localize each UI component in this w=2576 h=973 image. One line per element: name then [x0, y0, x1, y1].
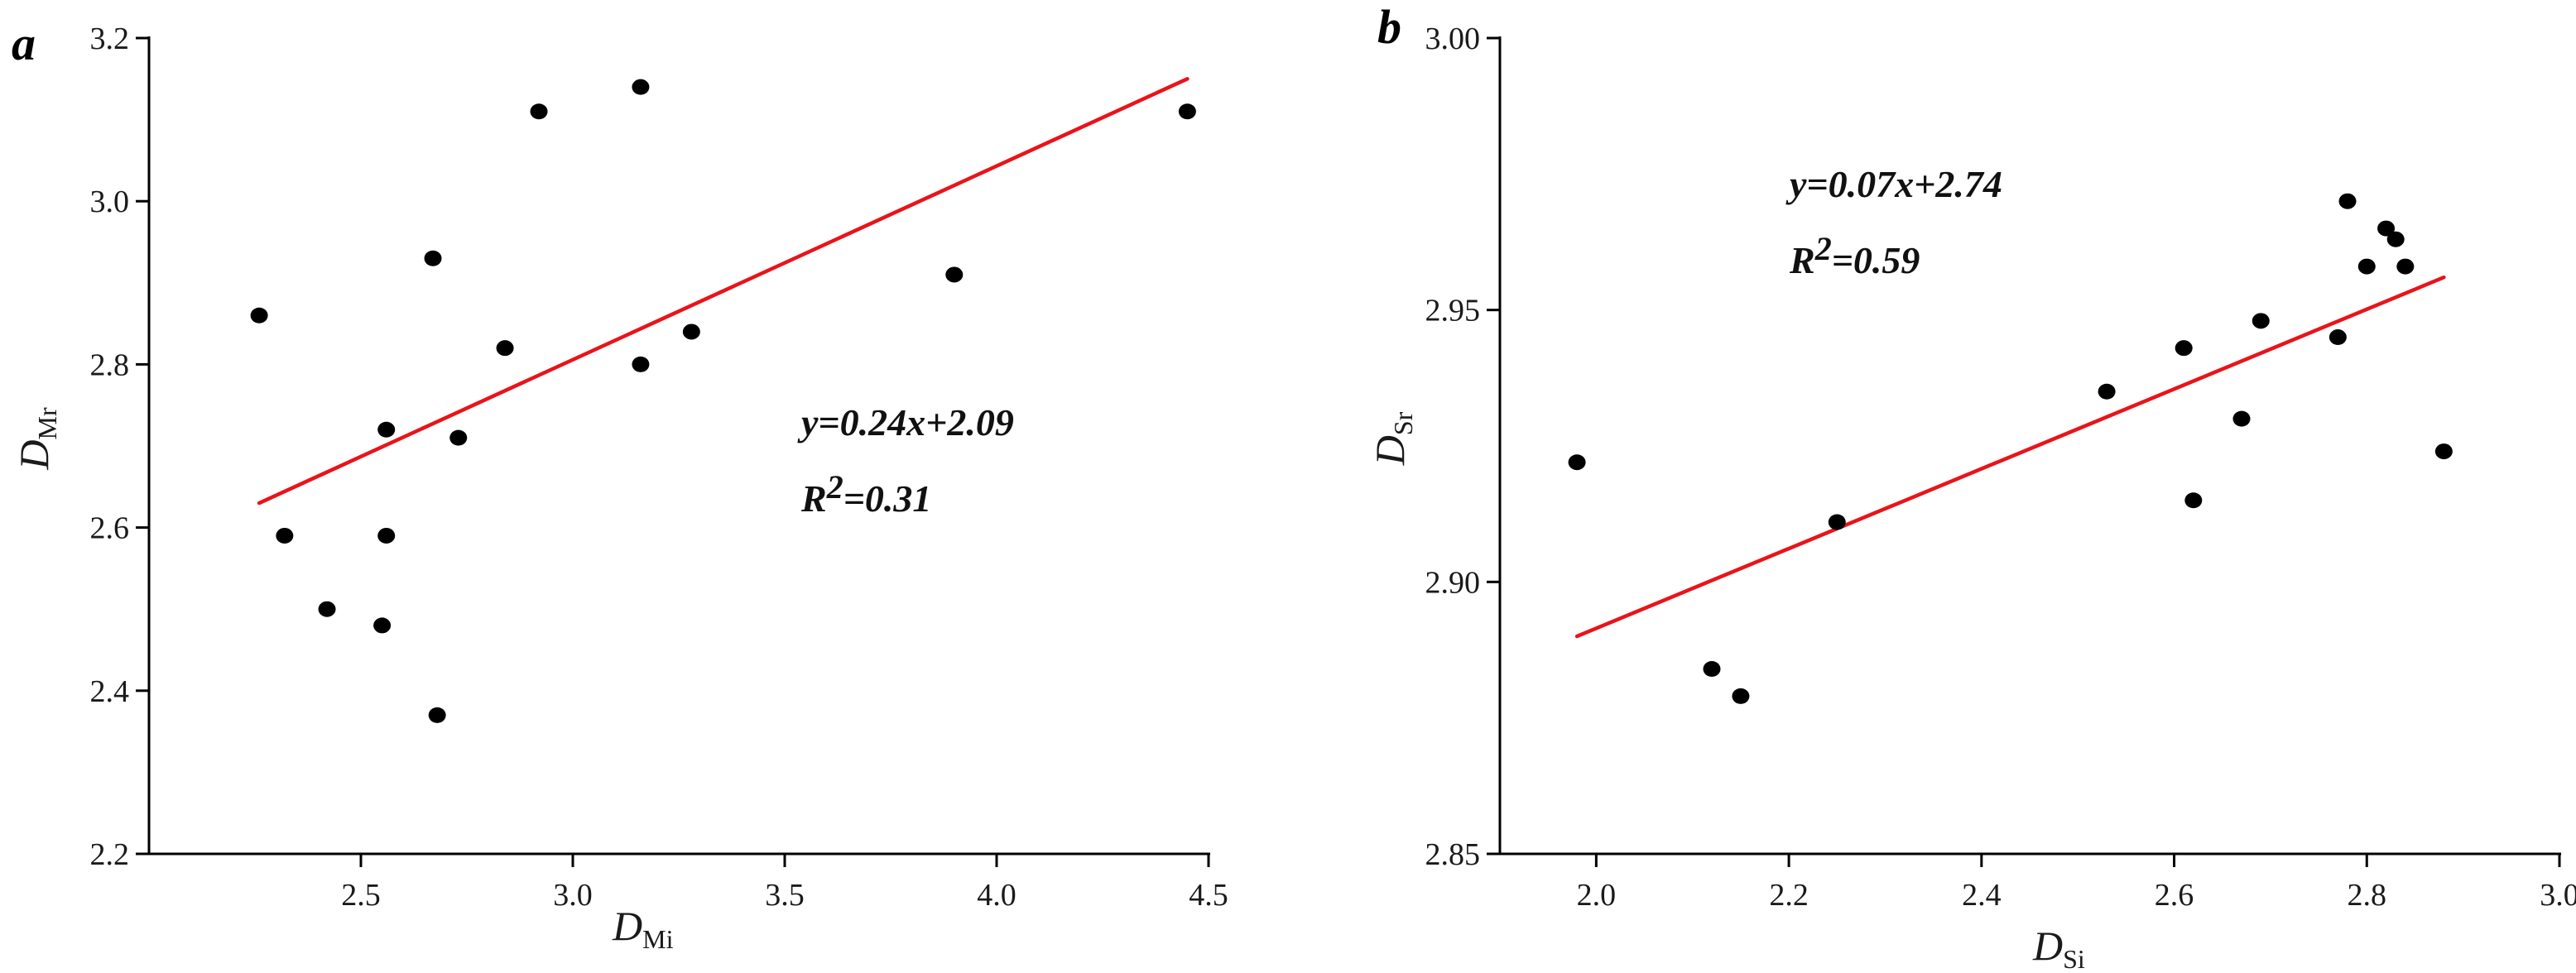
data-point [428, 707, 446, 723]
data-point [424, 250, 442, 266]
x-axis-title-sub: Si [2063, 944, 2085, 973]
y-axis-title: DMr [11, 407, 62, 471]
y-axis-title-main: D [11, 440, 57, 471]
y-axis-title: DSr [1367, 411, 1418, 466]
y-axis-title-sub: Mr [32, 407, 62, 439]
data-point [496, 340, 514, 357]
y-tick-label: 3.0 [90, 185, 130, 219]
x-axis-title-main: D [2032, 923, 2063, 969]
panel-label: b [1377, 0, 1401, 54]
x-axis-title-sub: Mi [642, 924, 673, 954]
r-squared: R2=0.31 [800, 468, 931, 520]
data-point [377, 421, 396, 438]
data-point [2252, 313, 2270, 329]
data-point [377, 527, 396, 544]
x-tick-label: 4.5 [1189, 878, 1228, 913]
data-point [682, 324, 700, 340]
data-point [2338, 193, 2357, 209]
data-point [2434, 443, 2453, 460]
x-tick-label: 2.2 [1769, 878, 1809, 913]
scatter-panel-a: 2.22.42.62.83.03.22.5 3.0 3.5 4.0 4.5DMiDMra… [11, 17, 1228, 954]
data-point [2232, 410, 2251, 427]
scatter-panel-b: 2.852.902.953.002.0 2.2 2.4 2.6 2.8 3.0DSiDSr… [1367, 0, 2576, 973]
x-axis-title: DSi [2032, 923, 2085, 973]
data-point [1703, 661, 1721, 678]
data-point [2098, 383, 2116, 400]
r-squared-base: R [1789, 239, 1815, 281]
y-axis-title-main: D [1367, 435, 1413, 466]
x-tick-label: 4.0 [977, 878, 1016, 913]
data-point [632, 356, 650, 372]
panel-label: a [12, 17, 36, 70]
data-point [318, 601, 336, 617]
r-squared-sup: 2 [826, 468, 843, 506]
data-point [2175, 340, 2193, 357]
data-point [1732, 688, 1750, 704]
data-point [2328, 329, 2347, 346]
x-tick-label: 3.5 [765, 878, 805, 913]
data-point [2377, 220, 2396, 237]
x-tick-label: 3.0 [2540, 878, 2576, 913]
data-point [2386, 231, 2405, 247]
r-squared: R2=0.59 [1789, 230, 1920, 281]
data-point [2184, 492, 2203, 509]
y-tick-label: 2.95 [1425, 294, 1481, 328]
x-tick-label: 2.8 [2348, 878, 2387, 913]
data-point [1568, 454, 1586, 471]
data-point [250, 307, 268, 324]
y-tick-label: 2.4 [90, 674, 130, 709]
r-squared-value: =0.59 [1832, 239, 1920, 281]
data-point [2396, 258, 2415, 275]
regression-equation: y=0.07x+2.74 [1785, 163, 2002, 205]
x-axis-title-main: D [612, 903, 642, 949]
x-tick-label: 3.0 [553, 878, 593, 913]
trendline [1574, 275, 2446, 639]
y-tick-label: 2.85 [1425, 837, 1481, 872]
data-point [945, 266, 964, 283]
r-squared-base: R [800, 477, 827, 520]
y-tick-label: 2.90 [1425, 565, 1481, 600]
x-tick-label: 2.5 [341, 878, 381, 913]
data-point [373, 617, 392, 634]
y-axis-title-sub: Sr [1388, 411, 1418, 435]
data-point [530, 103, 548, 120]
r-squared-sup: 2 [1814, 230, 1832, 267]
trendline [257, 77, 1189, 506]
y-tick-label: 2.8 [90, 348, 130, 382]
y-tick-label: 2.6 [90, 511, 130, 546]
regression-equation: y=0.24x+2.09 [797, 401, 1014, 443]
data-point [632, 79, 650, 95]
y-tick-label: 2.2 [90, 837, 130, 872]
data-point [276, 527, 294, 544]
x-tick-label: 2.0 [1577, 878, 1617, 913]
x-tick-label: 2.4 [1962, 878, 2002, 913]
data-point [449, 429, 468, 446]
y-tick-label: 3.2 [90, 22, 130, 56]
x-tick-label: 2.6 [2155, 878, 2194, 913]
data-point [1178, 103, 1196, 120]
r-squared-value: =0.31 [843, 477, 932, 520]
x-axis-title: DMi [612, 903, 674, 954]
y-tick-label: 3.00 [1425, 22, 1481, 56]
data-point [2357, 258, 2376, 275]
data-point [1828, 514, 1846, 530]
